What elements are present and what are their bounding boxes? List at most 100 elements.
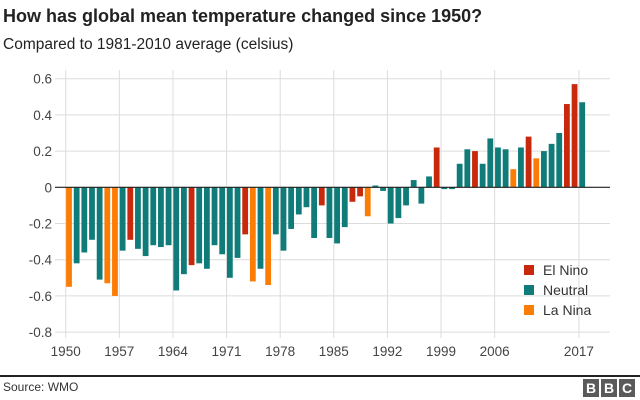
bar-2002: [464, 149, 471, 188]
bbc-logo-letter: B: [583, 379, 599, 397]
y-tick-label: 0: [44, 180, 52, 195]
bar-1985: [334, 187, 340, 244]
bar-1981: [303, 187, 310, 208]
bar-2001: [456, 163, 463, 188]
bar-1970: [219, 187, 226, 255]
bar-1956: [112, 187, 118, 296]
bar-1965: [181, 187, 187, 275]
legend-swatch-elnino: [524, 265, 534, 275]
bar-1957: [119, 187, 126, 251]
bar-1991: [380, 187, 386, 191]
bar-2003: [472, 151, 478, 188]
y-axis-tick-labels: 0.6 0.4 0.2 0 -0.2 -0.4 -0.6 -0.8: [29, 72, 53, 340]
bar-1982: [311, 187, 318, 238]
legend-swatch-neutral: [524, 285, 534, 295]
bar-1989: [364, 187, 371, 217]
y-tick-label: -0.8: [29, 325, 52, 340]
chart-title: How has global mean temperature changed …: [3, 6, 483, 26]
bar-2010: [525, 136, 532, 188]
source-note: Source: WMO: [3, 380, 79, 394]
bar-1994: [403, 187, 409, 206]
bar-1977: [272, 187, 279, 235]
bar-2004: [479, 163, 486, 188]
x-tick-label: 1999: [426, 344, 456, 359]
bar-1987: [349, 187, 356, 202]
x-tick-label: 1950: [51, 344, 81, 359]
legend: El Nino Neutral La Nina: [524, 262, 591, 318]
gridlines: [55, 70, 610, 338]
bar-1954: [96, 187, 103, 280]
bar-1983: [318, 187, 325, 206]
bar-2000: [449, 187, 455, 190]
bar-1964: [173, 187, 180, 291]
bar-1984: [326, 187, 333, 238]
bar-2017: [579, 102, 586, 188]
bar-1997: [426, 176, 432, 188]
bars: [66, 84, 586, 296]
legend-label-elnino: El Nino: [543, 262, 588, 278]
y-tick-label: -0.4: [29, 253, 53, 268]
bar-chart: 0.60.40.20-0.2-0.4-0.6-0.8 1950 1957 1964 1…: [29, 70, 610, 359]
bar-1959: [135, 187, 141, 249]
bar-1967: [196, 187, 203, 264]
bar-2006: [495, 147, 501, 188]
bar-1992: [387, 187, 394, 224]
bar-1973: [242, 187, 249, 235]
bar-1963: [165, 187, 172, 246]
bar-1976: [265, 187, 272, 286]
bar-1955: [104, 187, 111, 284]
bar-1979: [288, 187, 295, 229]
bar-1951: [73, 187, 80, 264]
chart-subtitle: Compared to 1981-2010 average (celsius): [3, 36, 294, 53]
bar-1971: [226, 187, 233, 278]
bar-2013: [548, 143, 555, 188]
bar-1952: [81, 187, 88, 253]
bar-1960: [142, 187, 149, 257]
bar-1962: [158, 187, 164, 248]
bar-1974: [249, 187, 256, 282]
bar-2011: [533, 158, 540, 188]
bar-1969: [211, 187, 218, 246]
y-tick-label: -0.2: [29, 217, 52, 232]
bar-1999: [441, 187, 448, 190]
bar-1953: [89, 187, 95, 240]
bar-2014: [556, 133, 563, 188]
y-tick-label: -0.6: [29, 289, 52, 304]
bar-2016: [571, 84, 578, 188]
bar-2009: [518, 147, 524, 188]
bar-1978: [280, 187, 287, 251]
bar-1950: [66, 187, 72, 287]
bar-1986: [341, 187, 348, 228]
bar-2007: [502, 149, 509, 188]
bar-1993: [395, 187, 402, 219]
bar-1998: [433, 147, 440, 188]
x-tick-label: 1964: [158, 344, 189, 359]
bbc-logo: B B C: [583, 379, 635, 397]
y-tick-label: 0.2: [33, 144, 52, 159]
bbc-logo-letter: B: [601, 379, 617, 397]
bar-1961: [150, 187, 157, 246]
bar-1975: [257, 187, 264, 269]
bar-2008: [510, 169, 517, 188]
bar-1968: [203, 187, 210, 269]
x-tick-label: 1957: [104, 344, 134, 359]
bar-2015: [564, 104, 570, 188]
x-tick-label: 1985: [319, 344, 349, 359]
x-tick-label: 1971: [212, 344, 242, 359]
bar-1958: [127, 187, 134, 240]
x-tick-label: 2006: [480, 344, 510, 359]
bar-1990: [372, 185, 379, 188]
bar-1996: [418, 187, 425, 204]
legend-label-lanina: La Nina: [543, 302, 591, 318]
bar-1988: [357, 187, 363, 197]
y-tick-label: 0.4: [33, 108, 52, 123]
bar-1995: [410, 180, 417, 188]
bbc-logo-letter: C: [619, 379, 635, 397]
x-axis-tick-labels: 1950 1957 1964 1971 1978 1985 1992 1999 2006 2017: [51, 344, 594, 359]
x-tick-label: 1978: [265, 344, 295, 359]
legend-swatch-lanina: [524, 305, 534, 315]
bar-2005: [487, 138, 494, 188]
bar-1980: [295, 187, 302, 215]
bar-2012: [541, 151, 547, 188]
footer-divider: [0, 375, 640, 377]
